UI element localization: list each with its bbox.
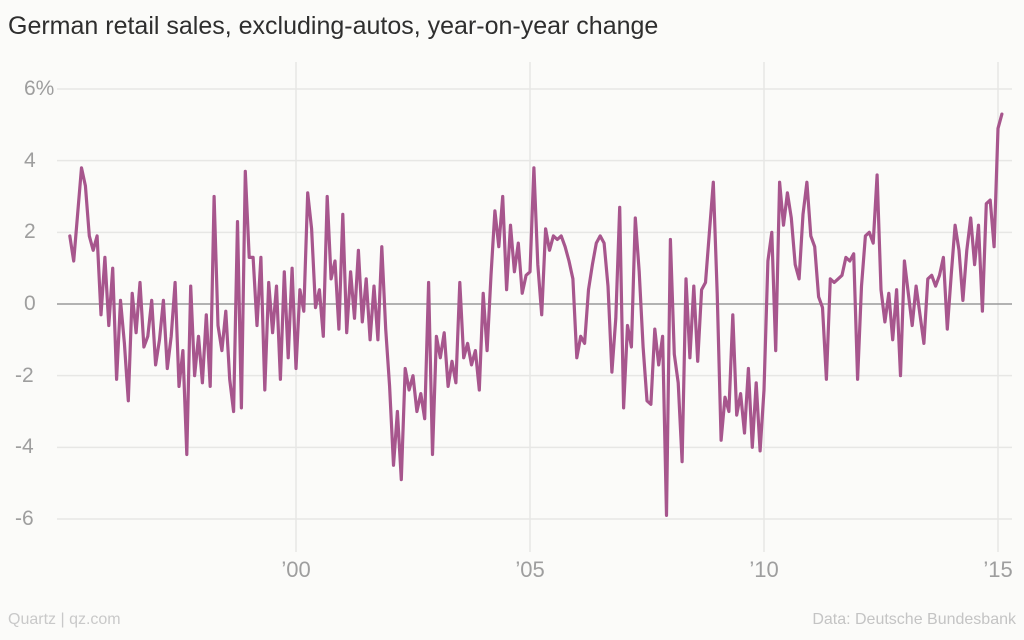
x-axis-tick-label: ’15 xyxy=(983,557,1013,582)
x-axis-tick-label: ’05 xyxy=(515,557,545,582)
y-axis-tick-label: 6% xyxy=(24,77,55,100)
data-line-series xyxy=(68,112,1004,518)
footer-source: Data: Deutsche Bundesbank xyxy=(812,611,1016,628)
y-axis-tick-label: -4 xyxy=(15,435,34,459)
x-axis-tick-label: ’00 xyxy=(281,557,311,582)
y-axis-tick-label: 0 xyxy=(24,292,36,315)
footer-brand: Quartz | qz.com xyxy=(8,611,121,628)
y-axis-tick-label: 4 xyxy=(24,148,36,172)
y-axis-tick-label: 2 xyxy=(24,220,36,244)
y-axis-tick-label: -6 xyxy=(15,507,34,530)
x-axis-tick-label: ’10 xyxy=(749,557,779,582)
y-axis-tick-label: -2 xyxy=(15,363,34,387)
chart-title: German retail sales, excluding-autos, ye… xyxy=(8,12,659,40)
